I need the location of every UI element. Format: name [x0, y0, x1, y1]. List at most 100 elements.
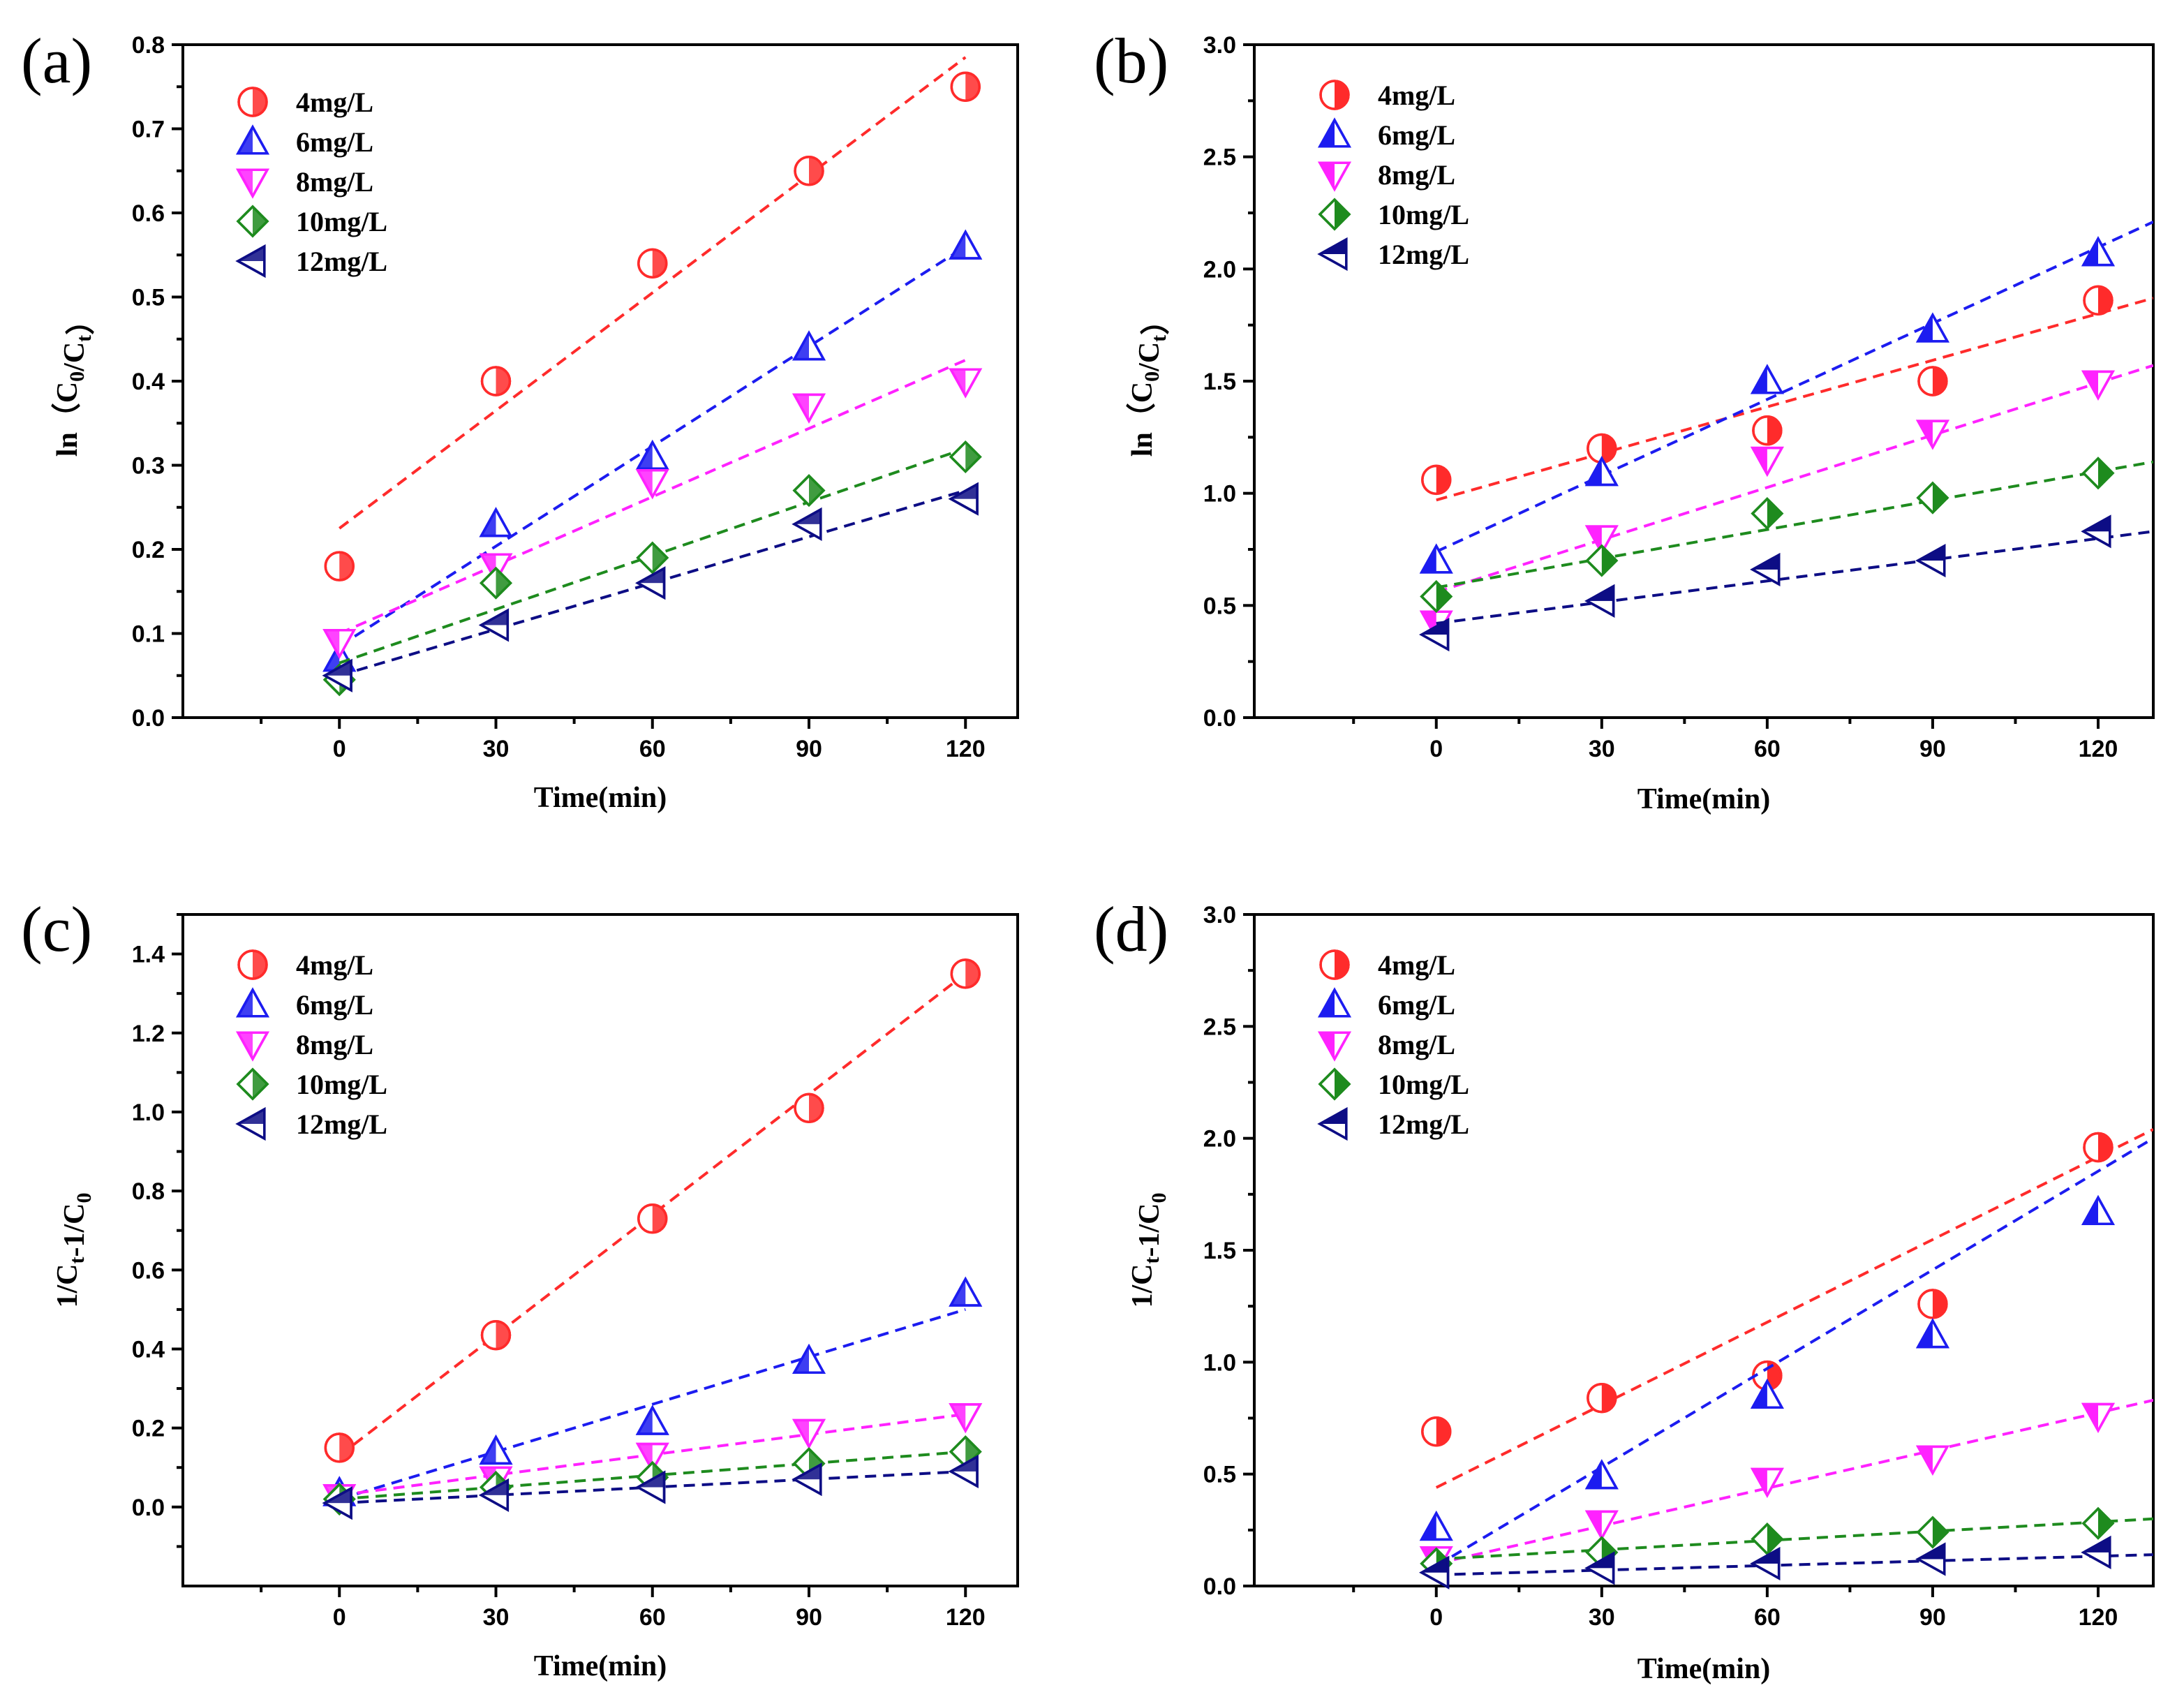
- legend-item: 4mg/L: [237, 87, 373, 118]
- data-point: [1917, 1289, 1948, 1319]
- legend-item: 10mg/L: [236, 1067, 387, 1101]
- data-point: [792, 507, 822, 541]
- data-point: [635, 1442, 669, 1473]
- data-point: [479, 1434, 513, 1465]
- y-tick-label: 0.2: [132, 537, 165, 563]
- y-tick-label: 1.2: [132, 1021, 165, 1047]
- data-point: [478, 1478, 510, 1512]
- y-tick-label: 0.5: [1203, 1462, 1236, 1488]
- legend-marker: [235, 1107, 266, 1141]
- data-point: [322, 658, 352, 692]
- y-tick-label: 1.4: [132, 942, 165, 968]
- legend-label: 12mg/L: [1378, 1109, 1469, 1140]
- y-tick-label: 1.5: [1203, 369, 1236, 395]
- series-12mg/L: [1419, 1535, 2153, 1589]
- data-point: [1916, 481, 1949, 514]
- legend-marker: [236, 205, 269, 238]
- legend-marker: [1319, 949, 1350, 980]
- series-4mg/L: [1421, 1128, 2153, 1489]
- legend-label: 6mg/L: [296, 989, 373, 1021]
- legend-label: 8mg/L: [1378, 159, 1455, 191]
- x-tick-label: 30: [1589, 1604, 1615, 1631]
- data-point: [2081, 1535, 2111, 1569]
- y-tick-label: 0.4: [132, 369, 165, 395]
- legend-marker: [1318, 117, 1351, 148]
- data-point: [1750, 446, 1784, 477]
- data-point: [480, 566, 512, 600]
- legend-label: 6mg/L: [1378, 119, 1455, 151]
- legend-label: 10mg/L: [296, 1069, 387, 1100]
- legend-item: 10mg/L: [1318, 1067, 1469, 1101]
- y-tick-label: 1.0: [1203, 1349, 1236, 1376]
- legend-marker: [1318, 1067, 1351, 1101]
- y-tick-label: 0.0: [1203, 1573, 1236, 1600]
- data-point: [1419, 1511, 1453, 1541]
- fit-line: [1436, 297, 2153, 502]
- data-point: [2081, 1506, 2115, 1540]
- x-tick-label: 90: [1919, 1604, 1946, 1631]
- data-point: [322, 629, 357, 660]
- data-point: [949, 368, 983, 399]
- y-axis-label: 1/Ct-1/C0: [1127, 1193, 1171, 1308]
- data-point: [1751, 497, 1784, 531]
- data-point: [2081, 370, 2115, 401]
- data-point: [1584, 584, 1615, 618]
- data-point: [2081, 236, 2115, 267]
- fit-line: [339, 359, 967, 635]
- plot-frame: [181, 913, 1019, 1587]
- fit-line: [1435, 221, 2153, 554]
- y-tick-label: 0.0: [1203, 705, 1236, 732]
- data-point: [1750, 364, 1784, 394]
- fit-line: [1436, 460, 2153, 589]
- legend-item: 12mg/L: [235, 1107, 387, 1141]
- data-point: [948, 482, 979, 516]
- y-tick-label: 0.0: [132, 705, 165, 732]
- x-tick-label: 90: [796, 736, 822, 762]
- y-tick-label: 1.0: [1203, 481, 1236, 507]
- fit-line: [339, 1307, 966, 1501]
- y-tick-label: 0.6: [132, 1257, 165, 1284]
- legend-label: 6mg/L: [296, 126, 373, 158]
- legend-item: 6mg/L: [1318, 117, 1455, 151]
- data-point: [1421, 464, 1452, 496]
- x-tick-label: 120: [946, 736, 986, 762]
- legend-item: 10mg/L: [1318, 198, 1469, 231]
- data-point: [635, 1405, 669, 1435]
- data-point: [2081, 457, 2115, 490]
- x-tick-label: 60: [639, 1604, 666, 1631]
- series-12mg/L: [322, 1454, 979, 1520]
- y-tick-label: 0.5: [132, 285, 165, 311]
- fit-line: [1436, 364, 2153, 593]
- data-point: [324, 1432, 355, 1463]
- data-point: [794, 1092, 824, 1123]
- data-point: [792, 330, 826, 361]
- legend-label: 10mg/L: [296, 206, 387, 237]
- y-tick-label: 0.8: [132, 32, 165, 59]
- data-point: [1584, 1510, 1619, 1541]
- data-point: [1421, 1416, 1452, 1447]
- y-axis-label: 1/Ct-1/C0: [52, 1193, 96, 1308]
- data-point: [1915, 312, 1949, 343]
- legend-label: 12mg/L: [296, 246, 387, 277]
- x-tick-label: 30: [483, 1604, 510, 1631]
- x-tick-label: 60: [639, 736, 666, 762]
- data-point: [480, 1319, 512, 1351]
- legend-marker: [236, 1031, 269, 1062]
- legend-label: 4mg/L: [296, 949, 373, 981]
- data-point: [1585, 544, 1619, 577]
- data-point: [480, 366, 512, 397]
- data-point: [1587, 1382, 1617, 1414]
- y-tick-label: 0.0: [132, 1495, 165, 1521]
- data-point: [1915, 1318, 1949, 1349]
- x-tick-label: 120: [2079, 736, 2118, 762]
- legend-marker: [1319, 80, 1350, 110]
- data-point: [1419, 1555, 1450, 1589]
- y-tick-label: 0.2: [132, 1416, 165, 1442]
- data-point: [792, 1418, 826, 1449]
- legend-marker: [236, 168, 269, 199]
- legend-item: 12mg/L: [1317, 237, 1469, 271]
- legend-label: 12mg/L: [296, 1109, 387, 1140]
- data-point: [949, 1276, 983, 1307]
- legend-label: 10mg/L: [1378, 1069, 1469, 1100]
